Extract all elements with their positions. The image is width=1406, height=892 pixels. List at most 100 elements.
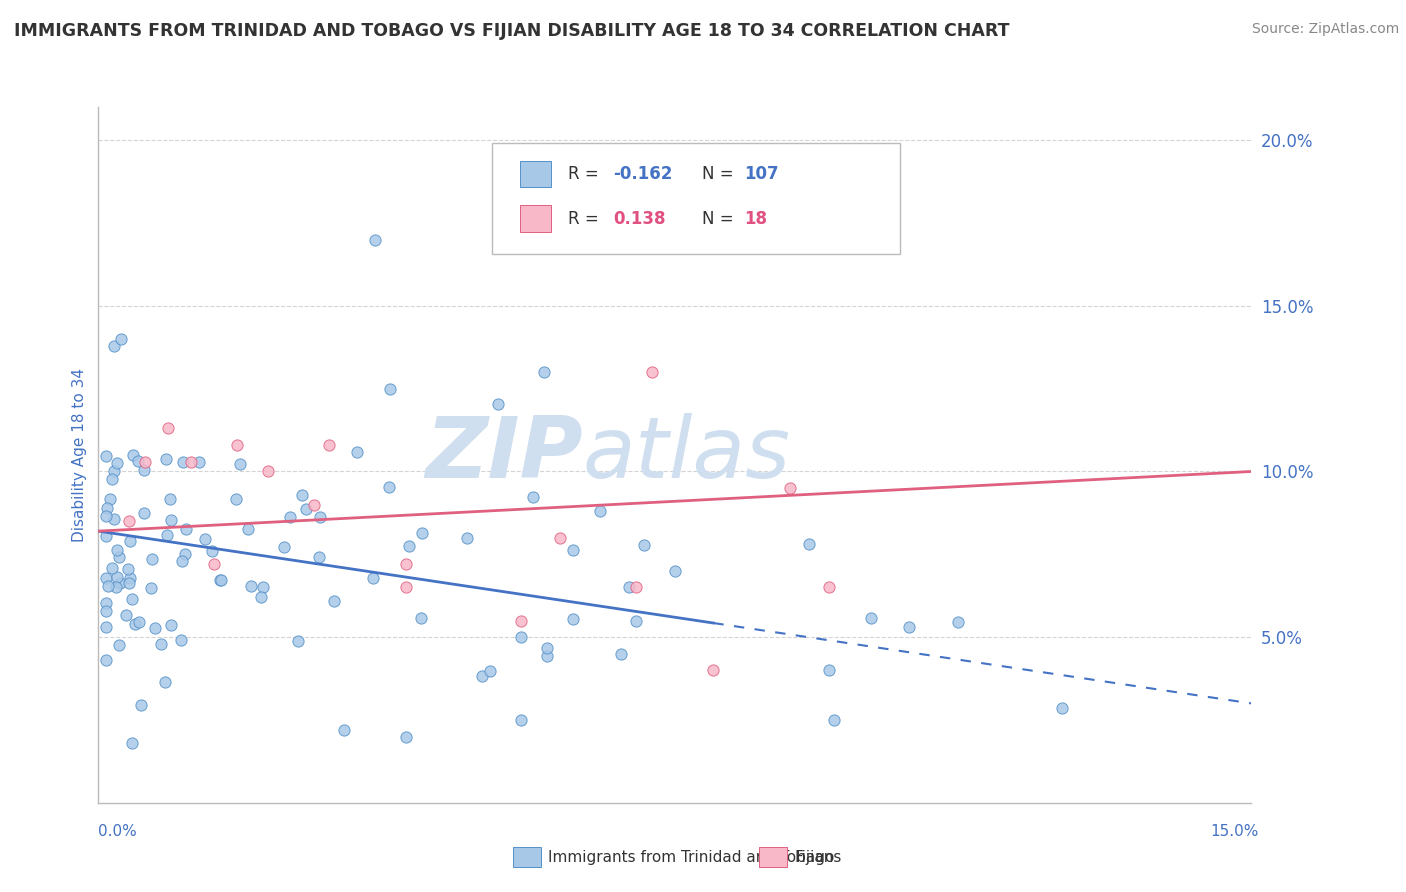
Point [173, 547, 195, 561]
Point [291, 488, 314, 502]
Point [94, 620, 117, 634]
Point [174, 522, 197, 536]
Point [94, 570, 117, 584]
Point [159, 513, 181, 527]
Text: R =: R = [568, 165, 605, 183]
Point [548, 531, 571, 545]
Point [256, 465, 278, 479]
Point [187, 455, 209, 469]
Point [308, 510, 330, 524]
Point [121, 592, 143, 607]
Point [817, 663, 839, 677]
Point [229, 457, 252, 471]
Point [225, 491, 247, 506]
Text: Immigrants from Trinidad and Tobago: Immigrants from Trinidad and Tobago [548, 850, 835, 864]
Point [105, 570, 128, 584]
Point [150, 636, 173, 650]
Text: Source: ZipAtlas.com: Source: ZipAtlas.com [1251, 22, 1399, 37]
Point [139, 581, 162, 595]
Point [103, 464, 125, 478]
Point [108, 550, 131, 565]
Point [160, 617, 183, 632]
Point [287, 634, 309, 648]
Point [94, 529, 117, 543]
Point [127, 454, 149, 468]
Point [94, 449, 117, 463]
Point [100, 492, 122, 507]
Text: 0.0%: 0.0% [98, 824, 138, 838]
Point [295, 501, 318, 516]
Point [823, 713, 845, 727]
Point [664, 564, 686, 578]
Point [97, 579, 120, 593]
Text: 18: 18 [744, 210, 766, 227]
Point [94, 605, 117, 619]
Point [156, 421, 179, 435]
Point [308, 549, 330, 564]
Point [897, 620, 920, 634]
Point [333, 723, 356, 737]
Point [398, 539, 420, 553]
Point [122, 448, 145, 462]
Text: -0.162: -0.162 [613, 165, 672, 183]
Text: 0.138: 0.138 [613, 210, 665, 227]
Point [456, 531, 478, 545]
Point [132, 506, 155, 520]
Point [105, 456, 128, 470]
Point [134, 454, 156, 468]
Point [202, 558, 225, 572]
Text: IMMIGRANTS FROM TRINIDAD AND TOBAGO VS FIJIAN DISABILITY AGE 18 TO 34 CORRELATIO: IMMIGRANTS FROM TRINIDAD AND TOBAGO VS F… [14, 22, 1010, 40]
Point [395, 730, 418, 744]
Point [380, 382, 402, 396]
Point [250, 590, 273, 604]
Point [159, 491, 181, 506]
Point [589, 504, 612, 518]
Point [322, 594, 344, 608]
Point [120, 534, 142, 549]
Point [626, 614, 648, 628]
Point [110, 576, 132, 591]
Point [1050, 700, 1073, 714]
Point [378, 480, 401, 494]
Point [617, 580, 640, 594]
Point [194, 532, 217, 546]
Point [103, 512, 125, 526]
Point [201, 544, 224, 558]
Point [610, 647, 633, 661]
Point [562, 612, 585, 626]
Point [105, 543, 128, 558]
Point [120, 571, 142, 585]
Point [225, 438, 247, 452]
Point [118, 576, 141, 591]
Point [409, 611, 432, 625]
Text: atlas: atlas [582, 413, 790, 497]
Point [104, 580, 127, 594]
Point [155, 451, 177, 466]
Point [101, 472, 124, 486]
Text: ZIP: ZIP [425, 413, 582, 497]
Point [132, 462, 155, 476]
Point [128, 615, 150, 630]
Point [121, 736, 143, 750]
Text: R =: R = [568, 210, 605, 227]
Point [96, 500, 118, 515]
Point [536, 649, 558, 664]
Point [115, 608, 138, 623]
Point [273, 541, 295, 555]
Point [208, 574, 231, 588]
Point [236, 522, 259, 536]
Text: N =: N = [702, 210, 738, 227]
Point [395, 558, 418, 572]
Point [641, 365, 664, 379]
Text: N =: N = [702, 165, 738, 183]
Point [626, 581, 648, 595]
Point [817, 581, 839, 595]
Point [346, 445, 368, 459]
Point [633, 538, 655, 552]
Point [172, 554, 194, 568]
Y-axis label: Disability Age 18 to 34: Disability Age 18 to 34 [72, 368, 87, 542]
Point [510, 630, 533, 644]
Point [411, 526, 433, 541]
Point [94, 653, 117, 667]
Point [118, 514, 141, 528]
